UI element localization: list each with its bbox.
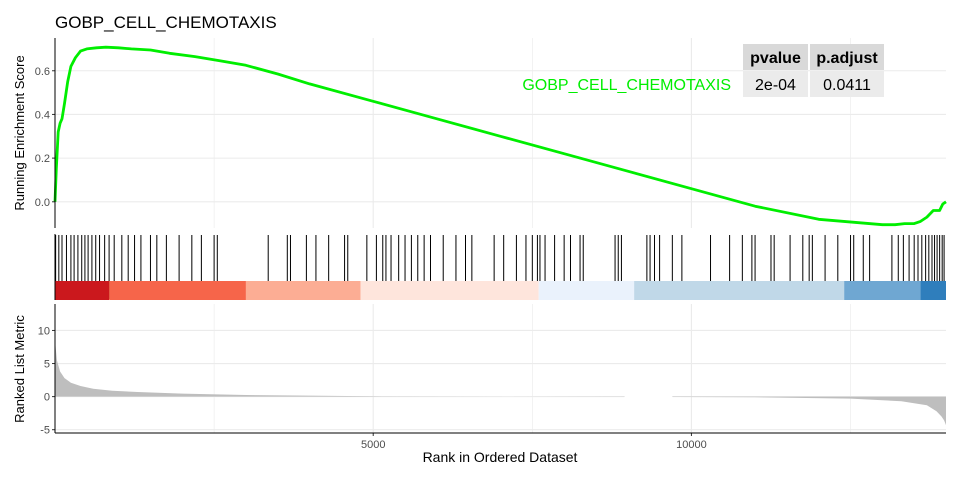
color-band-4 — [538, 281, 635, 300]
metric-y-tick-label-1: 0 — [44, 392, 50, 404]
color-band-2 — [245, 281, 361, 300]
es-y-tick-label-2: 0.4 — [35, 109, 50, 121]
stats-value-cell-pvalue — [743, 71, 808, 97]
stats-header-pvalue: pvalue — [750, 50, 801, 67]
color-band-5 — [634, 281, 845, 300]
stats-header-cell-padjust — [810, 44, 884, 70]
x-tick-label-1: 10000 — [676, 439, 707, 451]
metric-gridlines — [55, 304, 946, 433]
stats-table: GOBP_CELL_CHEMOTAXIS pvalue p.adjust 2e-… — [522, 44, 884, 97]
stats-series-label: GOBP_CELL_CHEMOTAXIS — [522, 77, 731, 94]
color-band-1 — [109, 281, 246, 300]
enrichment-score-line — [53, 45, 947, 227]
x-axis-ticks: 5000 10000 — [361, 433, 707, 451]
color-band-6 — [844, 281, 921, 300]
metric-y-tick-label-2: 5 — [44, 359, 50, 371]
stats-header-padjust: p.adjust — [816, 50, 878, 67]
es-y-tick-label-1: 0.2 — [35, 153, 50, 165]
metric-y-axis-label: Ranked List Metric — [12, 315, 27, 423]
ranked-metric-area — [55, 340, 946, 426]
es-y-tick-label-3: 0.6 — [35, 66, 50, 78]
gene-hits-panel — [54, 234, 946, 300]
stats-value-cell-padjust — [810, 71, 884, 97]
es-y-ticks: 0.0 0.2 0.4 0.6 — [35, 66, 55, 209]
es-gridlines — [55, 38, 946, 228]
metric-y-ticks: -5 0 5 10 — [38, 325, 55, 437]
chart-title: GOBP_CELL_CHEMOTAXIS — [55, 13, 277, 32]
color-band-3 — [360, 281, 539, 300]
es-y-tick-label-0: 0.0 — [35, 197, 50, 209]
enrichment-score-panel: 0.0 0.2 0.4 0.6 Running Enrichment Score — [12, 38, 947, 228]
metric-y-tick-label-3: 10 — [38, 325, 50, 337]
color-band-0 — [55, 281, 110, 300]
stats-value-padjust: 0.0411 — [823, 77, 871, 94]
x-tick-label-0: 5000 — [361, 439, 385, 451]
x-axis-label: Rank in Ordered Dataset — [423, 449, 578, 465]
stats-value-pvalue: 2e-04 — [755, 77, 796, 94]
metric-gap-0 — [624, 393, 673, 400]
ranked-metric-panel: -5 0 5 10 5000 10000 Ranked List Metric Rank… — [12, 304, 946, 465]
metric-gap-mask — [624, 393, 673, 400]
es-y-axis-label: Running Enrichment Score — [12, 55, 27, 210]
color-band-7 — [920, 281, 946, 300]
stats-header-cell-pvalue — [743, 44, 808, 70]
rank-color-bar — [55, 281, 946, 300]
metric-y-tick-label-0: -5 — [40, 425, 50, 437]
